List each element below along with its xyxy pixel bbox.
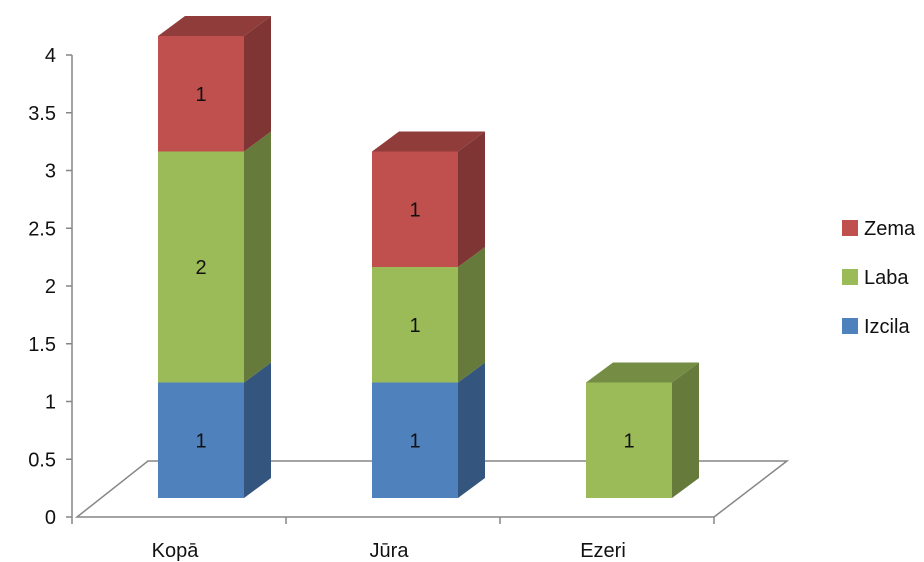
bar-segment-laba bbox=[372, 247, 485, 383]
bar-side bbox=[244, 131, 271, 383]
data-label: 2 bbox=[195, 257, 206, 279]
bar-front bbox=[158, 382, 244, 498]
bar-segment-zema bbox=[158, 16, 271, 152]
bar-front bbox=[586, 382, 672, 498]
y-tick-label: 1 bbox=[45, 392, 56, 414]
y-tick-label: 3.5 bbox=[28, 103, 56, 125]
y-tick-label: 2.5 bbox=[28, 218, 56, 240]
bar-side bbox=[244, 16, 271, 152]
y-tick-label: 0.5 bbox=[28, 449, 56, 471]
bar-segment-laba bbox=[586, 362, 699, 498]
bar-segment-laba bbox=[158, 131, 271, 383]
y-tick-label: 4 bbox=[45, 45, 56, 67]
bar-side bbox=[244, 362, 271, 498]
bar-top bbox=[158, 16, 271, 36]
data-label: 1 bbox=[409, 199, 420, 221]
bar-segment-izcila bbox=[372, 362, 485, 498]
data-label: 1 bbox=[623, 430, 634, 452]
bar-front bbox=[372, 267, 458, 383]
data-label: 1 bbox=[409, 315, 420, 337]
bar-top bbox=[372, 131, 485, 152]
y-tick-label: 3 bbox=[45, 161, 56, 183]
legend-swatch bbox=[842, 269, 858, 285]
bar-side bbox=[672, 362, 699, 498]
value-axis: 0 0.5 1 1.5 2 2.5 3 3.5 4 bbox=[28, 45, 73, 529]
y-tick-label: 0 bbox=[45, 507, 56, 529]
bar-segment-zema bbox=[372, 131, 485, 267]
chart-floor bbox=[74, 460, 790, 518]
bar-front bbox=[158, 151, 244, 383]
x-tick-label: Jūra bbox=[370, 540, 410, 562]
bar-segment-izcila bbox=[158, 362, 271, 498]
bar-side bbox=[458, 247, 485, 383]
legend-label: Zema bbox=[864, 218, 916, 240]
legend-swatch bbox=[842, 318, 858, 334]
bar-top bbox=[586, 362, 699, 383]
category-axis: Kopā Jūra Ezeri bbox=[71, 517, 715, 562]
data-label: 1 bbox=[195, 430, 206, 452]
y-tick-label: 1.5 bbox=[28, 334, 56, 356]
legend-swatch bbox=[842, 220, 858, 236]
floor-plane bbox=[74, 460, 790, 518]
bars bbox=[158, 16, 699, 498]
bar-front bbox=[372, 382, 458, 498]
legend: Zema Laba Izcila bbox=[842, 218, 916, 338]
x-tick-label: Ezeri bbox=[580, 540, 626, 562]
data-labels: 1 2 1 1 1 1 1 bbox=[195, 84, 634, 453]
data-label: 1 bbox=[195, 84, 206, 106]
bar-side bbox=[458, 131, 485, 267]
bar-side bbox=[458, 362, 485, 498]
legend-label: Izcila bbox=[864, 316, 910, 338]
data-label: 1 bbox=[409, 430, 420, 452]
x-tick-label: Kopā bbox=[152, 540, 200, 562]
bar-front bbox=[158, 36, 244, 152]
y-tick-label: 2 bbox=[45, 276, 56, 298]
legend-label: Laba bbox=[864, 267, 909, 289]
bar-front bbox=[372, 151, 458, 267]
